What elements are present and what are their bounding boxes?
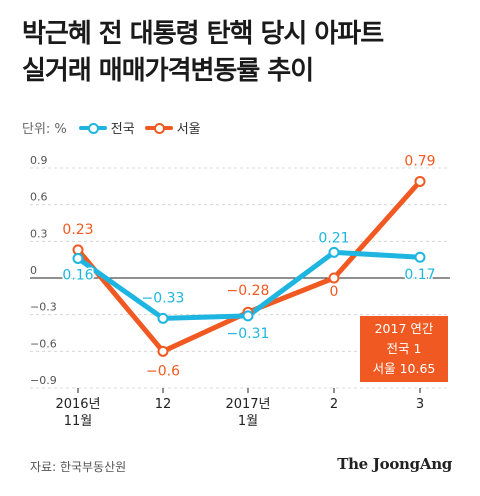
data-label-seoul: 0.23: [62, 222, 93, 238]
y-tick-label: −0.6: [30, 337, 57, 350]
y-tick-label: 0.3: [30, 227, 48, 240]
data-label-national: −0.33: [142, 290, 185, 306]
y-tick-label: −0.9: [30, 374, 57, 387]
data-point-seoul: [328, 272, 340, 284]
title-line-1: 박근혜 전 대통령 탄핵 당시 아파트: [22, 19, 384, 49]
data-point-national: [328, 246, 340, 258]
legend-swatch-national: [78, 122, 107, 134]
source-note: 자료: 한국부동산원: [30, 460, 127, 474]
data-label-seoul: 0.79: [404, 153, 435, 169]
legend-item-seoul: 서울: [144, 118, 201, 137]
unit-label: 단위: %: [22, 122, 67, 137]
data-label-national: 0.16: [62, 267, 93, 283]
data-point-national: [157, 312, 169, 324]
x-tick-label: 2: [330, 397, 338, 412]
data-point-national: [414, 251, 426, 263]
chart-title: 박근혜 전 대통령 탄핵 당시 아파트 실거래 매매가격변동률 추이: [22, 16, 384, 90]
legend-swatch-seoul: [144, 122, 173, 134]
data-point-seoul: [414, 175, 426, 187]
annual-summary-seoul: 서울 10.65: [372, 361, 436, 376]
x-tick-label: 1월: [238, 414, 258, 429]
data-label-national: 0.17: [404, 267, 435, 283]
x-tick-label: 2016년: [55, 397, 100, 412]
legend-label-national: 전국: [110, 122, 135, 137]
annual-summary-title: 2017 연간: [374, 321, 434, 336]
data-point-national: [72, 252, 84, 264]
data-label-seoul: 0: [330, 284, 339, 300]
y-tick-label: 0.6: [30, 191, 48, 204]
x-tick-label: 11월: [64, 414, 93, 429]
annual-summary-national: 전국 1: [386, 341, 422, 356]
publisher-logo: The JoongAng: [337, 455, 452, 473]
legend: 단위: % 전국 서울: [22, 118, 211, 137]
data-label-national: −0.31: [227, 326, 270, 342]
y-tick-label: 0: [30, 264, 37, 277]
legend-label-seoul: 서울: [176, 122, 201, 137]
title-line-2: 실거래 매매가격변동률 추이: [22, 56, 314, 86]
annual-summary-box: 2017 연간 전국 1 서울 10.65: [360, 316, 448, 382]
y-tick-label: −0.3: [30, 301, 57, 314]
data-point-seoul: [157, 345, 169, 357]
x-tick-label: 12: [155, 397, 172, 412]
data-label-seoul: −0.6: [146, 363, 180, 379]
x-tick-label: 3: [416, 397, 424, 412]
y-tick-label: 0.9: [30, 154, 48, 167]
legend-item-national: 전국: [78, 118, 135, 137]
x-tick-label: 2017년: [225, 397, 270, 412]
data-label-national: 0.21: [318, 230, 349, 246]
data-label-seoul: −0.28: [227, 283, 270, 299]
data-point-national: [242, 310, 254, 322]
